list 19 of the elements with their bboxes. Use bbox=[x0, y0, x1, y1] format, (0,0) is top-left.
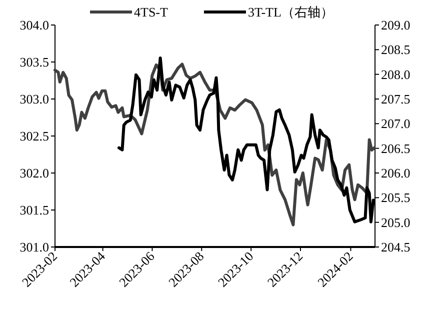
y-tick-label: 301.5 bbox=[20, 202, 49, 218]
y2-tick-label: 206.5 bbox=[381, 140, 410, 156]
y-tick-label: 303.5 bbox=[20, 54, 49, 70]
legend-label: 3T-TL（右轴） bbox=[248, 4, 334, 20]
y2-tick-label: 208.5 bbox=[381, 42, 410, 58]
y-tick-label: 303.0 bbox=[20, 92, 49, 106]
y2-tick-label: 205.5 bbox=[381, 190, 410, 206]
y2-tick-label: 209.0 bbox=[381, 18, 410, 32]
y2-tick-label: 204.5 bbox=[381, 240, 410, 254]
y-tick-label: 302.5 bbox=[20, 128, 49, 144]
y2-tick-label: 205.0 bbox=[381, 214, 410, 230]
y2-tick-label: 207.0 bbox=[381, 116, 410, 132]
y-tick-label: 301.0 bbox=[20, 240, 49, 254]
y2-tick-label: 206.0 bbox=[381, 166, 410, 180]
y2-tick-label: 208.0 bbox=[381, 66, 410, 82]
y2-tick-label: 207.5 bbox=[381, 92, 410, 106]
y-tick-label: 302.0 bbox=[20, 166, 49, 180]
y-tick-label: 304.0 bbox=[20, 18, 49, 32]
legend-label: 4TS-T bbox=[134, 4, 168, 20]
